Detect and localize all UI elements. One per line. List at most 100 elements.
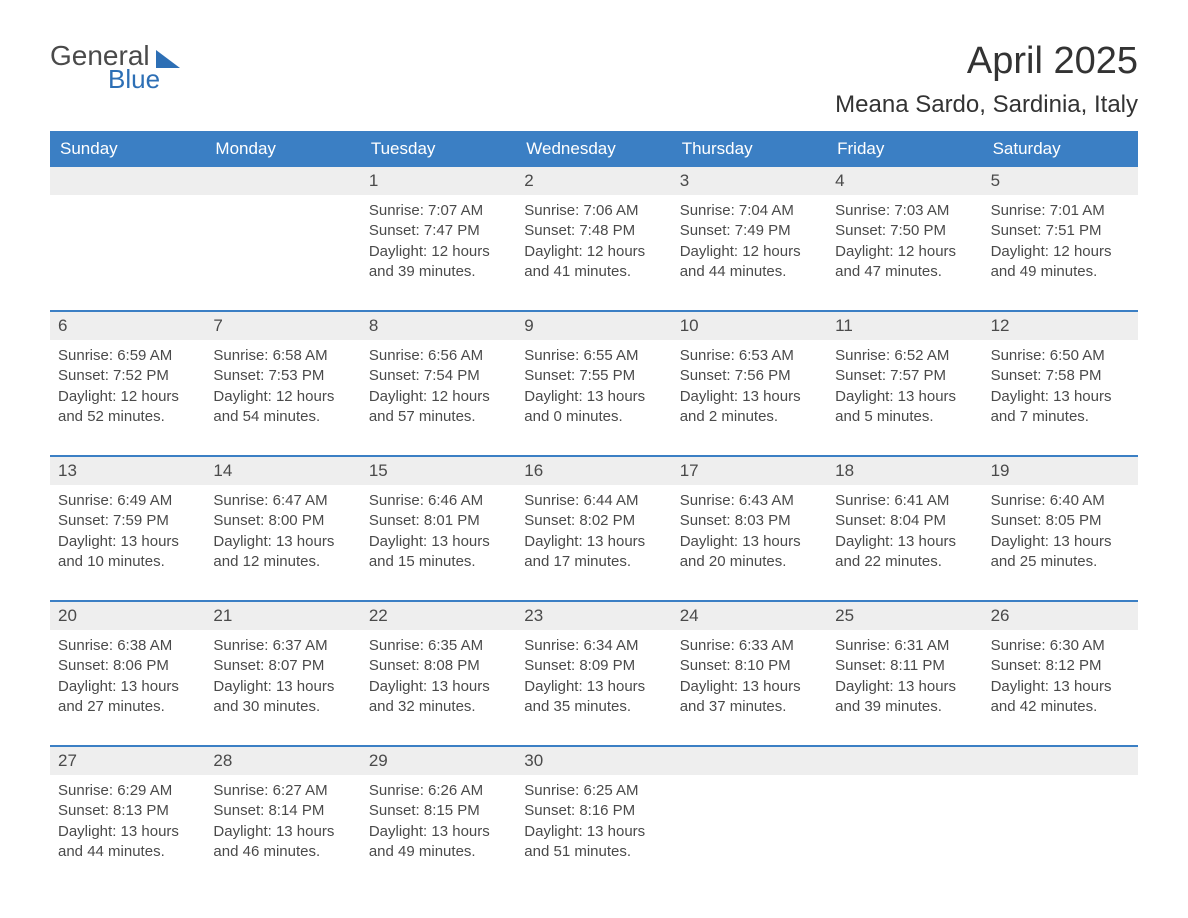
day-cell: 14 Sunrise: 6:47 AMSunset: 8:00 PMDayligh… <box>205 457 360 576</box>
day-number: 7 <box>205 312 360 340</box>
day-number: 13 <box>50 457 205 485</box>
page-header: General Blue April 2025 Meana Sardo, Sar… <box>50 40 1138 119</box>
sunset-text: Sunset: 8:06 PM <box>58 656 197 676</box>
day-cell: 10Sunrise: 6:53 AMSunset: 7:56 PMDayligh… <box>672 312 827 431</box>
day-content: Sunrise: 6:38 AMSunset: 8:06 PMDaylight:… <box>50 630 205 721</box>
day-content: Sunrise: 6:30 AMSunset: 8:12 PMDaylight:… <box>983 630 1138 721</box>
sunrise-text: Sunrise: 6:46 AM <box>369 491 508 511</box>
sunrise-text: Sunrise: 6:26 AM <box>369 781 508 801</box>
day-cell: 3Sunrise: 7:04 AMSunset: 7:49 PMDaylight… <box>672 167 827 286</box>
day-content: Sunrise: 7:04 AMSunset: 7:49 PMDaylight:… <box>672 195 827 286</box>
daylight-text: Daylight: 13 hours and 22 minutes. <box>835 532 974 573</box>
day-cell: 18 Sunrise: 6:41 AMSunset: 8:04 PMDayligh… <box>827 457 982 576</box>
daylight-text: Daylight: 13 hours and 27 minutes. <box>58 677 197 718</box>
day-number: 18 <box>827 457 982 485</box>
day-number: 1 <box>361 167 516 195</box>
day-content: Sunrise: 6:46 AMSunset: 8:01 PMDaylight:… <box>361 485 516 576</box>
day-number: 9 <box>516 312 671 340</box>
sunset-text: Sunset: 8:04 PM <box>835 511 974 531</box>
sunset-text: Sunset: 8:10 PM <box>680 656 819 676</box>
daylight-text: Daylight: 13 hours and 2 minutes. <box>680 387 819 428</box>
day-header-wednesday: Wednesday <box>516 131 671 167</box>
daylight-text: Daylight: 12 hours and 57 minutes. <box>369 387 508 428</box>
sunrise-text: Sunrise: 6:47 AM <box>213 491 352 511</box>
week-row: 1Sunrise: 7:07 AMSunset: 7:47 PMDaylight… <box>50 167 1138 286</box>
day-number: 25 <box>827 602 982 630</box>
day-cell: 9Sunrise: 6:55 AMSunset: 7:55 PMDaylight… <box>516 312 671 431</box>
sunrise-text: Sunrise: 6:30 AM <box>991 636 1130 656</box>
day-cell: 17Sunrise: 6:43 AMSunset: 8:03 PMDayligh… <box>672 457 827 576</box>
sunrise-text: Sunrise: 6:50 AM <box>991 346 1130 366</box>
day-cell: 26Sunrise: 6:30 AMSunset: 8:12 PMDayligh… <box>983 602 1138 721</box>
sunrise-text: Sunrise: 6:37 AM <box>213 636 352 656</box>
day-number: 16 <box>516 457 671 485</box>
day-cell: 21Sunrise: 6:37 AMSunset: 8:07 PMDayligh… <box>205 602 360 721</box>
day-number: 27 <box>50 747 205 775</box>
day-content: Sunrise: 6:59 AMSunset: 7:52 PMDaylight:… <box>50 340 205 431</box>
day-headers-row: Sunday Monday Tuesday Wednesday Thursday… <box>50 131 1138 167</box>
day-cell: 2Sunrise: 7:06 AMSunset: 7:48 PMDaylight… <box>516 167 671 286</box>
sunrise-text: Sunrise: 6:55 AM <box>524 346 663 366</box>
sunrise-text: Sunrise: 6:29 AM <box>58 781 197 801</box>
sunrise-text: Sunrise: 6:41 AM <box>835 491 974 511</box>
day-cell: 30Sunrise: 6:25 AMSunset: 8:16 PMDayligh… <box>516 747 671 866</box>
day-content: Sunrise: 6:26 AMSunset: 8:15 PMDaylight:… <box>361 775 516 866</box>
day-header-thursday: Thursday <box>672 131 827 167</box>
daylight-text: Daylight: 13 hours and 35 minutes. <box>524 677 663 718</box>
sunset-text: Sunset: 7:53 PM <box>213 366 352 386</box>
day-number: 22 <box>361 602 516 630</box>
day-content: Sunrise: 6:55 AMSunset: 7:55 PMDaylight:… <box>516 340 671 431</box>
sunset-text: Sunset: 7:51 PM <box>991 221 1130 241</box>
daylight-text: Daylight: 13 hours and 0 minutes. <box>524 387 663 428</box>
sunrise-text: Sunrise: 6:49 AM <box>58 491 197 511</box>
daylight-text: Daylight: 13 hours and 15 minutes. <box>369 532 508 573</box>
daylight-text: Daylight: 13 hours and 12 minutes. <box>213 532 352 573</box>
daylight-text: Daylight: 13 hours and 46 minutes. <box>213 822 352 863</box>
sunset-text: Sunset: 8:11 PM <box>835 656 974 676</box>
sunrise-text: Sunrise: 6:53 AM <box>680 346 819 366</box>
day-content: Sunrise: 6:52 AMSunset: 7:57 PMDaylight:… <box>827 340 982 431</box>
day-cell: 22Sunrise: 6:35 AMSunset: 8:08 PMDayligh… <box>361 602 516 721</box>
month-title: April 2025 <box>835 40 1138 83</box>
sunset-text: Sunset: 7:48 PM <box>524 221 663 241</box>
daylight-text: Daylight: 13 hours and 17 minutes. <box>524 532 663 573</box>
daylight-text: Daylight: 13 hours and 10 minutes. <box>58 532 197 573</box>
day-number <box>205 167 360 195</box>
sunset-text: Sunset: 8:07 PM <box>213 656 352 676</box>
daylight-text: Daylight: 12 hours and 39 minutes. <box>369 242 508 283</box>
daylight-text: Daylight: 12 hours and 44 minutes. <box>680 242 819 283</box>
day-number: 15 <box>361 457 516 485</box>
sunrise-text: Sunrise: 6:33 AM <box>680 636 819 656</box>
calendar: Sunday Monday Tuesday Wednesday Thursday… <box>50 131 1138 866</box>
sunrise-text: Sunrise: 6:38 AM <box>58 636 197 656</box>
day-number: 14 <box>205 457 360 485</box>
title-block: April 2025 Meana Sardo, Sardinia, Italy <box>835 40 1138 119</box>
sunset-text: Sunset: 8:15 PM <box>369 801 508 821</box>
sunset-text: Sunset: 8:08 PM <box>369 656 508 676</box>
sunset-text: Sunset: 7:47 PM <box>369 221 508 241</box>
day-number: 12 <box>983 312 1138 340</box>
logo: General Blue <box>50 40 180 95</box>
daylight-text: Daylight: 13 hours and 37 minutes. <box>680 677 819 718</box>
sunset-text: Sunset: 7:59 PM <box>58 511 197 531</box>
day-content: Sunrise: 6:33 AMSunset: 8:10 PMDaylight:… <box>672 630 827 721</box>
day-content: Sunrise: 6:34 AMSunset: 8:09 PMDaylight:… <box>516 630 671 721</box>
sunset-text: Sunset: 7:50 PM <box>835 221 974 241</box>
day-content: Sunrise: 6:29 AMSunset: 8:13 PMDaylight:… <box>50 775 205 866</box>
day-cell <box>827 747 982 866</box>
day-cell: 8Sunrise: 6:56 AMSunset: 7:54 PMDaylight… <box>361 312 516 431</box>
sunrise-text: Sunrise: 7:07 AM <box>369 201 508 221</box>
sunset-text: Sunset: 7:52 PM <box>58 366 197 386</box>
sunrise-text: Sunrise: 6:44 AM <box>524 491 663 511</box>
sunset-text: Sunset: 8:03 PM <box>680 511 819 531</box>
logo-text-blue: Blue <box>108 64 160 95</box>
day-header-tuesday: Tuesday <box>361 131 516 167</box>
day-content: Sunrise: 6:25 AMSunset: 8:16 PMDaylight:… <box>516 775 671 866</box>
daylight-text: Daylight: 12 hours and 54 minutes. <box>213 387 352 428</box>
day-cell: 27Sunrise: 6:29 AMSunset: 8:13 PMDayligh… <box>50 747 205 866</box>
daylight-text: Daylight: 13 hours and 44 minutes. <box>58 822 197 863</box>
sunset-text: Sunset: 8:09 PM <box>524 656 663 676</box>
sunset-text: Sunset: 8:00 PM <box>213 511 352 531</box>
daylight-text: Daylight: 12 hours and 47 minutes. <box>835 242 974 283</box>
sunset-text: Sunset: 7:55 PM <box>524 366 663 386</box>
